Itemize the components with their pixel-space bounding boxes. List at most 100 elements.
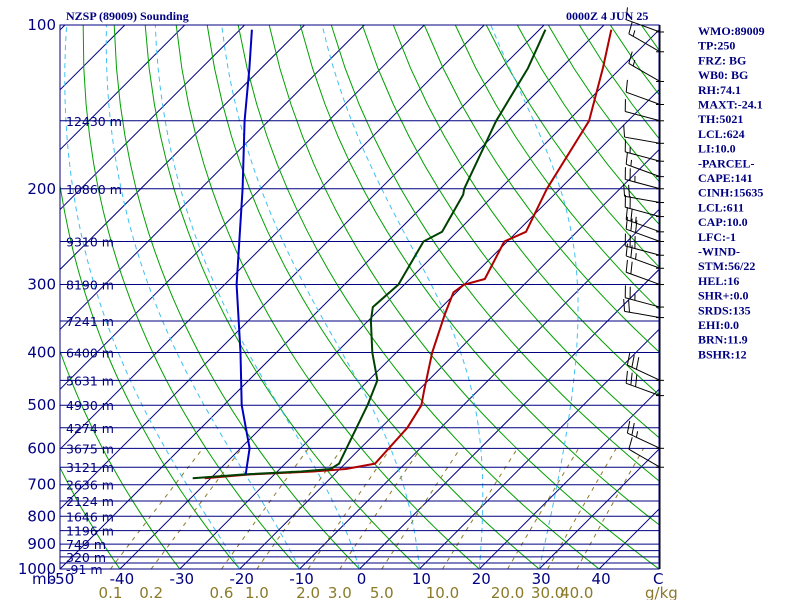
- index-line: CAP:10.0: [698, 215, 748, 229]
- wind-barb: [628, 51, 664, 82]
- wind-barb: [624, 139, 664, 162]
- wind-barb: [626, 420, 664, 449]
- index-line: TP:250: [698, 39, 735, 53]
- mixing-ratio-label: 2.0: [296, 584, 320, 600]
- wind-feather: [623, 183, 626, 197]
- isotherm-line: [299, 208, 659, 569]
- index-line: MAXT:-24.1: [698, 98, 763, 112]
- mixing-ratio-unit-label: g/kg: [645, 584, 678, 600]
- wind-barb: [625, 216, 664, 242]
- temperature-tick-label: -30: [170, 570, 195, 588]
- wind-shaft: [626, 382, 661, 397]
- wind-shaft: [624, 310, 661, 319]
- isotherm-line: [419, 328, 659, 569]
- mixing-ratio-label: 40.0: [560, 584, 593, 600]
- index-line: EHI:0.0: [698, 318, 739, 332]
- mixing-ratio-label: 30.0: [531, 584, 564, 600]
- height-label: 6400 m: [66, 346, 114, 361]
- wet-bulb-series-line: [235, 29, 253, 475]
- wind-feather: [630, 218, 633, 231]
- pressure-tick-label: 400: [27, 344, 56, 362]
- wind-feather: [635, 253, 637, 260]
- mixing-ratio-label: 20.0: [491, 584, 524, 600]
- wind-barb: [625, 243, 664, 269]
- index-line: LI:10.0: [698, 142, 736, 156]
- index-line: FRZ: BG: [698, 53, 746, 67]
- wind-barb: [623, 298, 664, 319]
- wind-feather: [628, 51, 633, 64]
- temperature-tick-label: 40: [592, 570, 611, 588]
- x-axis-unit-label: C: [653, 570, 663, 588]
- height-label: -91 m: [66, 562, 103, 577]
- isotherm-line: [60, 25, 425, 391]
- temperature-tick-label: -50: [50, 570, 75, 588]
- wind-shaft: [624, 136, 661, 144]
- plot-frame: [59, 24, 660, 570]
- isotherm-line: [60, 25, 305, 271]
- wind-feather: [625, 216, 628, 230]
- index-line: RH:74.1: [698, 83, 741, 97]
- index-line: SHR+:0.0: [698, 289, 749, 303]
- wind-shaft: [625, 206, 661, 218]
- isotherm-line: [60, 25, 545, 510]
- wind-barb: [626, 352, 664, 381]
- index-line: CINH:15635: [698, 186, 763, 200]
- mixing-ratio-label: 0.6: [210, 584, 234, 600]
- height-label: 4274 m: [66, 421, 114, 436]
- wind-feather: [635, 374, 638, 387]
- height-label: 9310 m: [66, 234, 114, 249]
- wind-feather: [628, 437, 633, 450]
- temperature-tick-label: 10: [412, 570, 431, 588]
- mixing-ratio-line: [547, 448, 617, 569]
- height-label: 7241 m: [66, 314, 114, 329]
- temperature-tick-label: -10: [289, 570, 314, 588]
- wind-feather: [635, 357, 640, 370]
- wind-shaft: [625, 151, 661, 162]
- height-label: 2124 m: [66, 494, 114, 509]
- wind-feather: [625, 370, 628, 384]
- wind-feather: [635, 431, 639, 438]
- pressure-tick-label: 700: [27, 476, 56, 494]
- wind-shaft: [626, 19, 661, 33]
- wind-barb: [628, 21, 664, 53]
- mixing-ratio-label: 5.0: [370, 584, 394, 600]
- height-label: 12430 m: [66, 114, 122, 129]
- isotherm-line: [0, 25, 5, 569]
- index-line: -WIND-: [698, 245, 740, 259]
- mixing-ratio-line: [507, 448, 580, 569]
- wind-feather: [625, 79, 628, 93]
- temperature-tick-label: 30: [532, 570, 551, 588]
- wind-feather: [628, 184, 630, 198]
- wind-barb: [624, 194, 664, 218]
- wind-barb: [623, 124, 664, 144]
- index-line: BRN:11.9: [698, 333, 748, 347]
- index-line: CAPE:141: [698, 171, 753, 185]
- wind-feather: [626, 352, 631, 366]
- mixing-ratio-line: [576, 448, 645, 569]
- index-line: TH:5021: [698, 112, 743, 126]
- wind-shaft: [625, 245, 661, 256]
- isotherm-line: [478, 388, 659, 569]
- temperature-tick-label: 20: [472, 570, 491, 588]
- isotherm-line: [60, 25, 605, 569]
- wind-barb: [625, 259, 664, 286]
- dry-adiabat-line: [796, 25, 800, 569]
- height-label: 3675 m: [66, 441, 114, 456]
- wind-feather: [625, 243, 628, 256]
- wind-feather: [631, 422, 635, 436]
- index-line: BSHR:12: [698, 347, 747, 361]
- pressure-tick-label: 200: [27, 180, 56, 198]
- wind-feather: [631, 355, 635, 368]
- isotherm-line: [60, 25, 485, 450]
- wind-feather: [630, 372, 633, 386]
- mixing-ratio-line: [381, 448, 461, 569]
- wind-feather: [628, 21, 633, 34]
- index-line: -PARCEL-: [698, 156, 754, 170]
- height-label: 1196 m: [66, 524, 114, 539]
- index-line: STM:56/22: [698, 259, 755, 273]
- height-label: 1646 m: [66, 509, 114, 524]
- height-label: 8190 m: [66, 278, 114, 293]
- wind-feather: [635, 220, 638, 233]
- wind-feather: [630, 245, 633, 258]
